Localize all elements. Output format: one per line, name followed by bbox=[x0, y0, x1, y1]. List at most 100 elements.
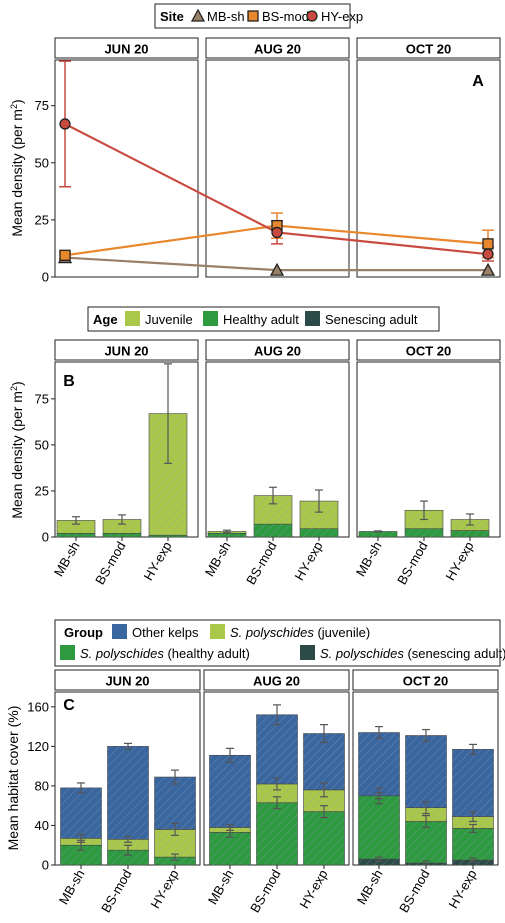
panel-c-y-tick-label: 80 bbox=[35, 778, 49, 793]
panel-c-strip-label: OCT 20 bbox=[403, 674, 449, 689]
legend-swatch bbox=[112, 624, 127, 639]
legend-label: S. polyschides (juvenile) bbox=[230, 625, 370, 640]
panel-a-strip-label: OCT 20 bbox=[406, 42, 452, 57]
bar-hatch bbox=[452, 828, 494, 861]
bar-hatch bbox=[451, 530, 489, 537]
panel-c-y-tick-label: 120 bbox=[27, 739, 49, 754]
bar-hatch bbox=[208, 533, 246, 537]
x-tick-label: HY-exp bbox=[141, 539, 175, 583]
legend-swatch bbox=[300, 645, 315, 660]
legend-title: Age bbox=[93, 312, 118, 327]
panel-c-y-tick-label: 0 bbox=[42, 858, 49, 873]
x-tick-label: MB-sh bbox=[56, 867, 88, 907]
legend-title: Site bbox=[160, 9, 184, 24]
legend-suffix: (healthy adult) bbox=[164, 646, 250, 661]
ylabel-end: ) bbox=[9, 99, 25, 104]
legend-label: S. polyschides (healthy adult) bbox=[80, 646, 250, 661]
panel-a-strip bbox=[205, 37, 350, 59]
legend-label: HY-exp bbox=[321, 9, 363, 24]
x-tick-label: BS-mod bbox=[243, 539, 279, 587]
data-point-bs-mod bbox=[482, 238, 494, 250]
panel-a-facet bbox=[54, 59, 199, 278]
legend-label: Other kelps bbox=[132, 625, 199, 640]
bar-hatch bbox=[256, 802, 298, 865]
x-tick-label: MB-sh bbox=[354, 867, 386, 907]
x-tick-label: MB-sh bbox=[51, 539, 83, 579]
ylabel-end: ) bbox=[9, 381, 25, 386]
x-tick-label: HY-exp bbox=[148, 867, 182, 911]
panel-c-ylabel-group: Mean habitat cover (%) bbox=[5, 706, 21, 851]
panel-a-y-tick-label: 25 bbox=[35, 212, 49, 227]
data-point-hy-exp bbox=[482, 248, 494, 260]
legend-swatch bbox=[210, 624, 225, 639]
x-tick-label: MB-sh bbox=[205, 867, 237, 907]
legend-suffix: (senescing adult) bbox=[404, 646, 505, 661]
panel-b-y-tick-label: 25 bbox=[35, 483, 49, 498]
x-tick-label: MB-sh bbox=[202, 539, 234, 579]
panel-a-y-tick-label: 50 bbox=[35, 155, 49, 170]
bar-hatch bbox=[254, 524, 292, 537]
panel-a-facet bbox=[356, 59, 501, 278]
panel-b-ylabel: Mean density (per m2) bbox=[9, 381, 25, 518]
bar-hatch bbox=[452, 749, 494, 817]
panel-b-y-tick-label: 50 bbox=[35, 437, 49, 452]
bar-hatch bbox=[154, 777, 196, 830]
bar-hatch bbox=[209, 755, 251, 828]
x-tick-label: MB-sh bbox=[353, 539, 385, 579]
legend-label: BS-mod bbox=[262, 9, 309, 24]
panel-a-strip-label: JUN 20 bbox=[104, 42, 148, 57]
panel-b-strip bbox=[356, 339, 501, 361]
legend-title: Group bbox=[64, 625, 103, 640]
legend-swatch bbox=[60, 645, 75, 660]
bar-hatch bbox=[405, 735, 447, 808]
data-point-hy-exp bbox=[271, 226, 283, 239]
panel-c-strip-label: JUN 20 bbox=[105, 674, 149, 689]
panel-a-facet bbox=[205, 59, 350, 278]
panel-label-a: A bbox=[472, 73, 484, 90]
bar-hatch bbox=[154, 857, 196, 865]
panel-a-y-tick-label: 75 bbox=[35, 98, 49, 113]
legend-species: S. polyschides bbox=[80, 646, 164, 661]
panel-b-strip bbox=[205, 339, 350, 361]
bar-hatch bbox=[405, 821, 447, 864]
legend-label: Senescing adult bbox=[325, 312, 418, 327]
bar-hatch bbox=[256, 714, 298, 784]
panel-b-strip-label: OCT 20 bbox=[406, 344, 452, 359]
legend-species: S. polyschides bbox=[230, 625, 314, 640]
bar-hatch bbox=[358, 732, 400, 796]
bar-hatch bbox=[107, 746, 149, 840]
x-tick-label: HY-exp bbox=[292, 539, 326, 583]
x-tick-label: BS-mod bbox=[396, 867, 432, 915]
legend-marker-mb-sh bbox=[190, 8, 206, 22]
bar-hatch bbox=[149, 535, 187, 537]
data-point-mb-sh bbox=[480, 262, 496, 276]
panel-c-ylabel: Mean habitat cover (%) bbox=[5, 706, 21, 851]
legend-marker-hy-exp bbox=[306, 10, 318, 22]
ylabel-sup: 2 bbox=[9, 386, 19, 391]
x-tick-label: HY-exp bbox=[297, 867, 331, 911]
legend-suffix: (juvenile) bbox=[314, 625, 370, 640]
panel-c-strip-label: AUG 20 bbox=[253, 674, 300, 689]
ylabel-main: Mean density (per m bbox=[9, 391, 25, 519]
data-point-hy-exp bbox=[59, 118, 71, 130]
bar-hatch bbox=[57, 520, 95, 534]
panel-a-strip bbox=[54, 37, 199, 59]
panel-label-c: C bbox=[63, 697, 75, 714]
panel-c-strip bbox=[54, 669, 201, 691]
bar-hatch bbox=[358, 795, 400, 860]
bar-hatch bbox=[57, 533, 95, 537]
bar-hatch bbox=[107, 850, 149, 865]
x-tick-label: BS-mod bbox=[247, 867, 283, 915]
bar-hatch bbox=[405, 528, 443, 537]
x-tick-label: BS-mod bbox=[92, 539, 128, 587]
x-tick-label: BS-mod bbox=[98, 867, 134, 915]
panel-b-ylabel-group: Mean density (per m2) bbox=[9, 381, 25, 518]
panel-c-y-tick-label: 40 bbox=[35, 818, 49, 833]
panel-c-strip bbox=[203, 669, 350, 691]
bar-hatch bbox=[405, 807, 447, 822]
panel-a-ylabel: Mean density (per m2) bbox=[9, 99, 25, 236]
panel-label-b: B bbox=[63, 373, 75, 390]
bar-hatch bbox=[303, 789, 345, 812]
ylabel-sup: 2 bbox=[9, 104, 19, 109]
